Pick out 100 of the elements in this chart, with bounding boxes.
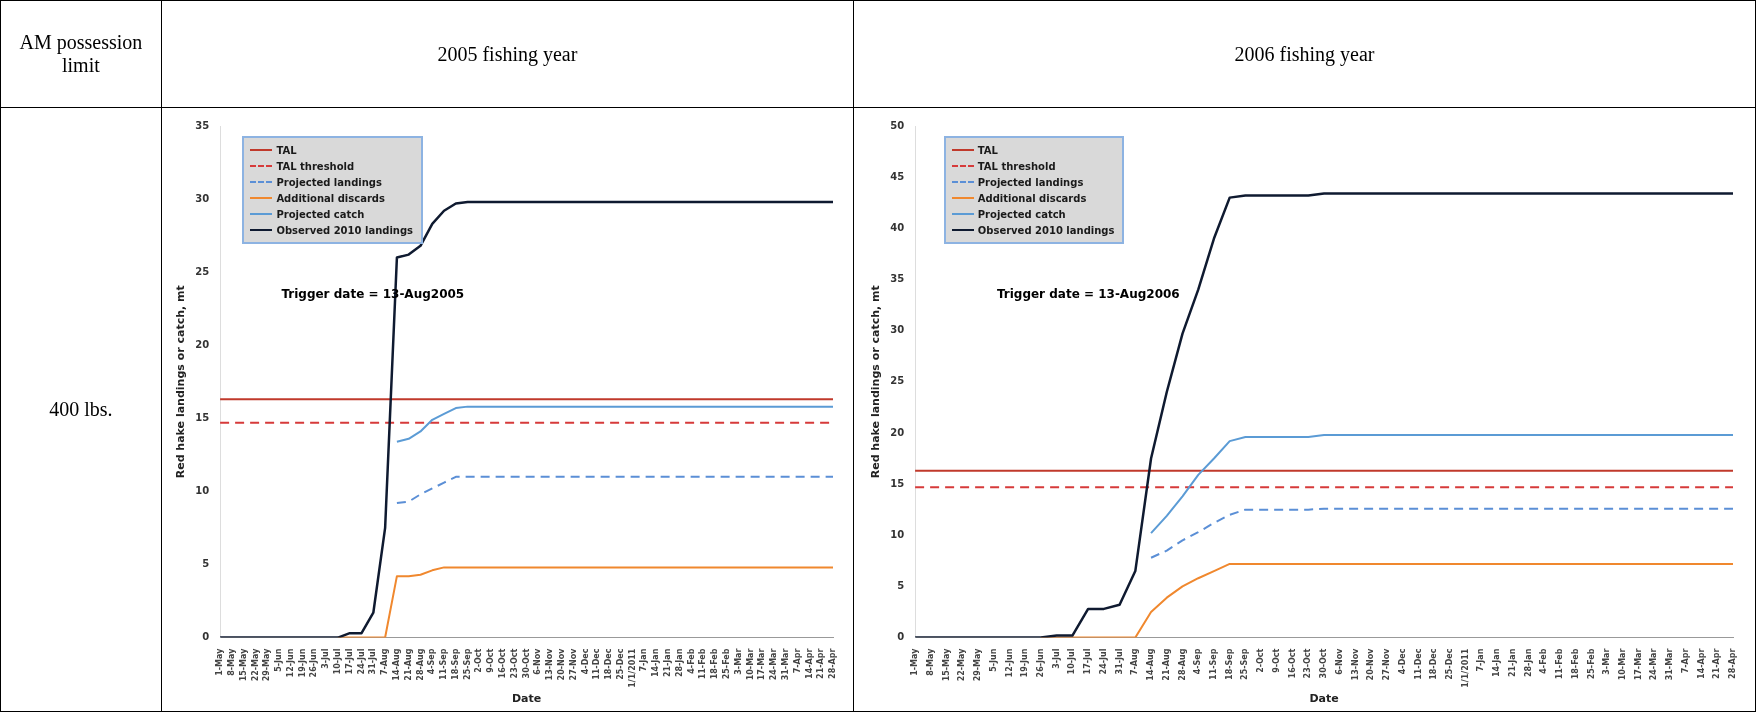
x-tick-label: 22-May <box>957 647 967 681</box>
x-tick-label: 25-Dec <box>1444 647 1454 680</box>
x-tick-label: 14-Apr <box>1696 648 1706 679</box>
y-tick-label: 0 <box>202 630 210 642</box>
y-tick-label: 35 <box>195 119 210 131</box>
x-tick-label: 28-Aug <box>1177 647 1187 681</box>
y-tick-label: 25 <box>195 265 210 277</box>
x-tick-label: 28-Aug <box>415 647 425 681</box>
x-tick-label: 18-Sep <box>451 647 461 680</box>
x-tick-label: 27-Nov <box>569 647 579 680</box>
x-tick-label: 31-Jul <box>1114 647 1124 674</box>
x-tick-label: 7-Jan <box>1476 647 1486 672</box>
y-tick-label: 25 <box>890 374 905 386</box>
y-tick-label: 45 <box>890 170 905 182</box>
x-tick-label: 8-May <box>227 647 237 676</box>
x-tick-label: 17-Jul <box>1083 647 1093 674</box>
x-tick-label: 4-Dec <box>1397 647 1407 674</box>
x-tick-label: 15-May <box>239 647 249 681</box>
x-tick-label: 21-Apr <box>1712 648 1722 679</box>
x-tick-label: 25-Feb <box>722 647 732 679</box>
legend-label: Projected landings <box>977 176 1084 188</box>
x-tick-label: 29-May <box>973 647 983 681</box>
x-tick-label: 1-May <box>910 647 920 676</box>
x-tick-label: 20-Nov <box>1366 647 1376 680</box>
x-tick-label: 31-Jul <box>368 647 378 674</box>
x-tick-label: 13-Nov <box>1350 647 1360 680</box>
x-tick-label: 11-Sep <box>439 647 449 680</box>
x-tick-label: 24-Mar <box>769 648 779 680</box>
x-tick-label: 25-Dec <box>616 647 626 680</box>
x-tick-label: 3-Jul <box>321 647 331 669</box>
x-tick-label: 21-Aug <box>404 647 414 681</box>
x-tick-label: 17-Jul <box>345 647 355 674</box>
x-tick-label: 6-Nov <box>533 647 543 675</box>
x-tick-label: 29-May <box>262 647 272 681</box>
x-tick-label: 19-Jun <box>298 647 308 677</box>
y-tick-label: 35 <box>890 272 905 284</box>
x-tick-label: 28-Apr <box>1728 648 1738 679</box>
y-tick-label: 30 <box>890 323 905 335</box>
x-tick-label: 11-Feb <box>698 647 708 679</box>
x-tick-label: 17-Mar <box>757 648 767 680</box>
x-tick-label: 4-Sep <box>427 647 437 674</box>
x-tick-label: 26-Jun <box>309 647 319 677</box>
x-tick-label: 24-Jul <box>357 647 367 674</box>
x-tick-label: 7-Apr <box>1680 648 1690 673</box>
x-tick-label: 11-Feb <box>1555 647 1565 679</box>
x-tick-label: 7-Aug <box>1130 647 1140 675</box>
x-axis-title: Date <box>1309 691 1339 705</box>
x-tick-label: 8-May <box>925 647 935 676</box>
x-tick-label: 25-Sep <box>1240 647 1250 680</box>
x-tick-label: 15-May <box>941 647 951 681</box>
x-tick-label: 22-May <box>250 647 260 681</box>
x-tick-label: 31-Mar <box>1665 648 1675 680</box>
x-tick-label: 3-Jul <box>1051 647 1061 669</box>
x-tick-label: 18-Sep <box>1224 647 1234 680</box>
legend-label: TAL <box>276 144 297 156</box>
x-tick-label: 9-Oct <box>1271 647 1281 673</box>
x-tick-label: 7-Aug <box>380 647 390 675</box>
x-tick-label: 3-Mar <box>734 648 744 675</box>
x-tick-label: 19-Jun <box>1020 647 1030 677</box>
x-tick-label: 24-Jul <box>1098 647 1108 674</box>
x-tick-label: 24-Mar <box>1649 648 1659 680</box>
x-tick-label: 2-Oct <box>1256 647 1266 673</box>
x-tick-label: 21-Aug <box>1161 647 1171 681</box>
x-tick-label: 10-Mar <box>1617 648 1627 680</box>
y-tick-label: 5 <box>897 579 905 591</box>
y-tick-label: 15 <box>890 477 905 489</box>
x-tick-label: 1-May <box>215 647 225 676</box>
legend-label: Additional discards <box>276 192 385 204</box>
x-tick-label: 4-Feb <box>687 647 697 674</box>
x-tick-label: 28-Jan <box>675 647 685 677</box>
text: 400 lbs. <box>48 397 114 422</box>
y-tick-label: 0 <box>897 630 905 642</box>
annotation: Trigger date = 13-Aug2006 <box>996 286 1180 301</box>
x-tick-label: 28-Apr <box>828 648 838 679</box>
x-tick-label: 30-Oct <box>1319 647 1329 678</box>
x-tick-label: 25-Feb <box>1586 647 1596 679</box>
text: AM possession limit <box>1 1 161 108</box>
x-tick-label: 21-Jan <box>663 647 673 677</box>
x-tick-label: 12-Jun <box>286 647 296 677</box>
x-tick-label: 4-Sep <box>1193 647 1203 674</box>
legend-label: TAL <box>977 144 998 156</box>
x-tick-label: 16-Oct <box>498 647 508 678</box>
x-tick-label: 4-Feb <box>1539 647 1549 674</box>
x-tick-label: 14-Jan <box>1492 647 1502 677</box>
x-tick-label: 1/1/2011 <box>628 647 638 688</box>
x-tick-label: 14-Apr <box>804 648 814 679</box>
x-tick-label: 5-Jun <box>274 647 284 672</box>
x-tick-label: 9-Oct <box>486 647 496 673</box>
y-tick-label: 50 <box>890 119 905 131</box>
x-tick-label: 10-Jul <box>333 647 343 674</box>
x-tick-label: 3-Mar <box>1602 648 1612 675</box>
y-tick-label: 40 <box>890 221 905 233</box>
y-tick-label: 5 <box>202 557 210 569</box>
x-tick-label: 18-Feb <box>710 647 720 679</box>
x-tick-label: 23-Oct <box>1303 647 1313 678</box>
x-tick-label: 18-Dec <box>1429 647 1439 680</box>
x-tick-label: 21-Apr <box>816 648 826 679</box>
chart-title: 2005 fishing year <box>161 1 854 108</box>
x-tick-label: 7-Jan <box>639 647 649 672</box>
y-axis-title: Red hake landings or catch, mt <box>174 284 188 478</box>
